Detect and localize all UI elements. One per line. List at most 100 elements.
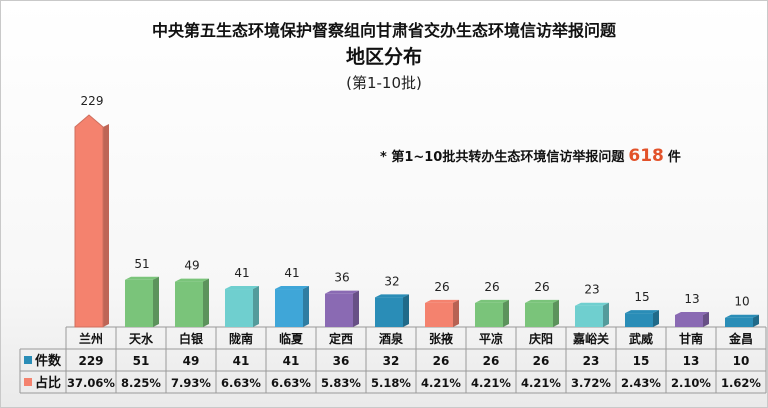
bar-value-label: 41 xyxy=(234,266,249,280)
table-count-cell: 32 xyxy=(383,354,400,368)
table-share-cell: 2.10% xyxy=(671,376,711,390)
legend-marker-share xyxy=(24,378,32,386)
table-share-cell: 5.83% xyxy=(321,376,361,390)
category-label: 庆阳 xyxy=(528,331,553,346)
bar-value-label: 51 xyxy=(134,257,149,271)
bar-top xyxy=(225,286,259,290)
bar-side xyxy=(503,299,509,327)
bar-top xyxy=(375,294,409,298)
table-count-cell: 41 xyxy=(233,354,250,368)
bar xyxy=(325,293,353,327)
legend-label-share: 占比 xyxy=(35,375,61,391)
table-count-cell: 26 xyxy=(433,354,450,368)
table-share-cell: 1.62% xyxy=(721,376,761,390)
table-share-cell: 37.06% xyxy=(67,376,115,390)
table-share-cell: 2.43% xyxy=(621,376,661,390)
chart-batch-range: (第1-10批) xyxy=(346,74,422,92)
bar-side xyxy=(653,310,659,327)
bar-value-label: 13 xyxy=(684,292,699,306)
bar xyxy=(125,279,153,327)
category-label: 定西 xyxy=(329,331,353,346)
table-share-cell: 4.21% xyxy=(521,376,561,390)
bar xyxy=(675,314,703,327)
bar xyxy=(74,114,104,328)
bar-side xyxy=(103,124,109,327)
category-label: 陇南 xyxy=(229,331,253,346)
table-count-cell: 41 xyxy=(283,354,300,368)
bar-side xyxy=(553,299,559,327)
bar-side xyxy=(703,311,709,327)
bar-top xyxy=(125,276,159,280)
bar-top xyxy=(575,302,609,306)
bar xyxy=(225,289,253,327)
total-note-unit: 件 xyxy=(667,150,681,165)
bar-side xyxy=(153,276,159,327)
table-count-cell: 23 xyxy=(583,354,600,368)
bar-side xyxy=(753,314,759,327)
table-count-cell: 15 xyxy=(633,354,650,368)
bar-top xyxy=(625,310,659,314)
legend-marker-count xyxy=(24,356,32,364)
table-share-cell: 8.25% xyxy=(121,376,161,390)
bar-value-label: 36 xyxy=(334,271,349,285)
table-count-cell: 26 xyxy=(483,354,500,368)
table-count-cell: 51 xyxy=(133,354,150,368)
bar-top xyxy=(725,314,759,318)
bar-side xyxy=(253,286,259,327)
bar-value-label: 26 xyxy=(534,280,549,294)
total-note-number: 618 xyxy=(628,146,664,166)
bar-side xyxy=(303,286,309,327)
bar-value-label: 15 xyxy=(634,290,649,304)
bar xyxy=(575,305,603,327)
category-label: 张掖 xyxy=(429,331,453,346)
bar-value-label: 23 xyxy=(584,283,599,297)
bar-top xyxy=(175,278,209,282)
bar-value-label: 49 xyxy=(184,259,199,273)
category-label: 酒泉 xyxy=(379,331,404,346)
bar-side xyxy=(203,278,209,327)
bar xyxy=(275,289,303,327)
table-count-cell: 49 xyxy=(183,354,200,368)
bar xyxy=(475,302,503,327)
category-label: 兰州 xyxy=(79,331,103,346)
bar xyxy=(175,281,203,327)
category-label: 白银 xyxy=(179,331,204,346)
bar-value-label: 41 xyxy=(284,266,299,280)
table-count-cell: 10 xyxy=(733,354,750,368)
table-share-cell: 6.63% xyxy=(221,376,261,390)
table-share-cell: 4.21% xyxy=(421,376,461,390)
bar xyxy=(375,297,403,327)
bar-side xyxy=(453,299,459,327)
bar-value-label: 26 xyxy=(434,280,449,294)
table-share-cell: 7.93% xyxy=(171,376,211,390)
table-count-cell: 26 xyxy=(533,354,550,368)
bar-side xyxy=(353,290,359,327)
chart-title: 中央第五生态环境保护督察组向甘肃省交办生态环境信访举报问题 xyxy=(151,21,616,40)
bar-top xyxy=(525,299,559,303)
table-count-cell: 13 xyxy=(683,354,700,368)
bar-top xyxy=(425,299,459,303)
chart-subtitle: 地区分布 xyxy=(345,46,422,68)
bar-value-label: 26 xyxy=(484,280,499,294)
total-note-prefix: * 第1~10批共转办生态环境信访举报问题 xyxy=(380,150,625,165)
category-label: 嘉峪关 xyxy=(572,331,609,346)
legend-label-count: 件数 xyxy=(35,353,62,369)
table-count-cell: 36 xyxy=(333,354,350,368)
table-share-cell: 5.18% xyxy=(371,376,411,390)
bar xyxy=(525,302,553,327)
bar-top xyxy=(325,290,359,294)
bar-value-label: 32 xyxy=(384,274,399,288)
bar-top xyxy=(475,299,509,303)
table-share-cell: 4.21% xyxy=(471,376,511,390)
category-label: 天水 xyxy=(129,331,154,346)
category-label: 临夏 xyxy=(279,331,304,346)
total-note: * 第1~10批共转办生态环境信访举报问题 618 件 xyxy=(380,146,681,166)
bar-top xyxy=(275,286,309,290)
table-share-cell: 3.72% xyxy=(571,376,611,390)
bar-top xyxy=(675,311,709,315)
bar xyxy=(425,302,453,327)
bar-value-label: 229 xyxy=(81,94,104,108)
table-share-cell: 6.63% xyxy=(271,376,311,390)
